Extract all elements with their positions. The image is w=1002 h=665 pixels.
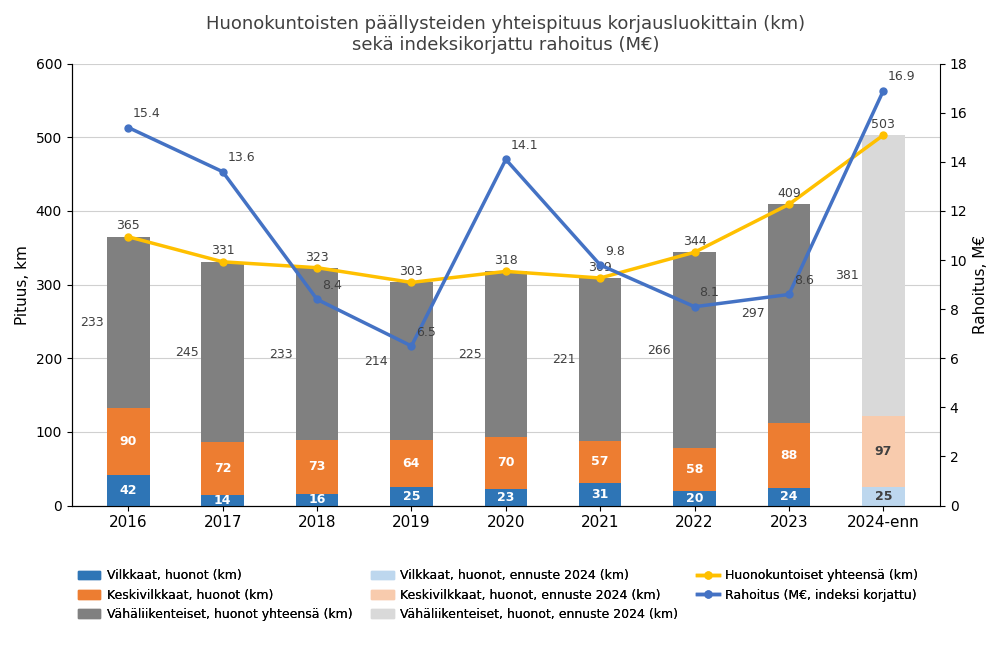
Text: 23: 23 — [497, 491, 514, 503]
Text: 221: 221 — [552, 353, 575, 366]
Text: 90: 90 — [119, 435, 137, 448]
Bar — [296, 269, 338, 440]
Text: 381: 381 — [835, 269, 859, 282]
Bar — [201, 262, 243, 442]
Bar — [484, 271, 526, 437]
Text: 318: 318 — [493, 254, 517, 267]
Bar — [862, 416, 904, 487]
Text: 344: 344 — [682, 235, 705, 248]
Text: 16.9: 16.9 — [887, 70, 915, 83]
Text: 8.4: 8.4 — [322, 279, 342, 292]
Bar — [107, 475, 149, 505]
Legend: Vilkkaat, huonot (km), Keskivilkkaat, huonot (km), Vähäliikenteiset, huonot yhte: Vilkkaat, huonot (km), Keskivilkkaat, hu… — [78, 569, 918, 620]
Text: 331: 331 — [210, 244, 234, 257]
Text: 8.6: 8.6 — [793, 274, 813, 287]
Text: 20: 20 — [685, 491, 702, 505]
Bar — [296, 494, 338, 505]
Text: 88: 88 — [780, 449, 797, 462]
Text: 97: 97 — [874, 445, 891, 458]
Bar — [107, 408, 149, 475]
Text: 24: 24 — [780, 490, 797, 503]
Text: 214: 214 — [364, 354, 387, 368]
Text: 503: 503 — [871, 118, 895, 131]
Text: 58: 58 — [685, 463, 702, 476]
Bar — [390, 487, 432, 505]
Text: 73: 73 — [308, 460, 326, 473]
Text: 245: 245 — [174, 346, 198, 358]
Text: 14: 14 — [213, 494, 231, 507]
Bar — [767, 488, 810, 505]
Text: 309: 309 — [588, 261, 611, 273]
Bar — [296, 440, 338, 494]
Bar — [484, 437, 526, 489]
Bar — [862, 135, 904, 416]
Text: 225: 225 — [458, 348, 481, 360]
Bar — [767, 204, 810, 423]
Text: 15.4: 15.4 — [133, 107, 160, 120]
Text: 31: 31 — [591, 487, 608, 501]
Text: 16: 16 — [308, 493, 326, 506]
Bar — [201, 442, 243, 495]
Text: 14.1: 14.1 — [510, 139, 538, 152]
Y-axis label: Pituus, km: Pituus, km — [15, 245, 30, 325]
Bar — [672, 252, 715, 448]
Text: 323: 323 — [305, 251, 329, 264]
Text: 303: 303 — [399, 265, 423, 278]
Y-axis label: Rahoitus, M€: Rahoitus, M€ — [972, 235, 987, 334]
Bar — [767, 423, 810, 488]
Text: 64: 64 — [403, 457, 420, 470]
Text: 25: 25 — [402, 490, 420, 503]
Text: 409: 409 — [777, 187, 800, 200]
Text: 8.1: 8.1 — [698, 287, 718, 299]
Text: 25: 25 — [874, 490, 891, 503]
Text: 13.6: 13.6 — [227, 152, 255, 164]
Text: 233: 233 — [80, 316, 104, 329]
Text: 42: 42 — [119, 483, 137, 497]
Text: 72: 72 — [213, 462, 231, 475]
Text: 233: 233 — [270, 348, 293, 360]
Bar — [672, 491, 715, 505]
Bar — [201, 495, 243, 505]
Text: 57: 57 — [591, 456, 608, 468]
Bar — [862, 487, 904, 505]
Text: 6.5: 6.5 — [416, 326, 436, 338]
Text: 365: 365 — [116, 219, 140, 232]
Bar — [578, 441, 621, 483]
Title: Huonokuntoisten päällysteiden yhteispituus korjausluokittain (km)
sekä indeksiko: Huonokuntoisten päällysteiden yhteispitu… — [206, 15, 805, 54]
Text: 70: 70 — [497, 456, 514, 469]
Bar — [390, 440, 432, 487]
Bar — [107, 237, 149, 408]
Text: 266: 266 — [646, 344, 670, 356]
Text: 9.8: 9.8 — [604, 245, 624, 257]
Bar — [390, 283, 432, 440]
Bar — [578, 278, 621, 441]
Text: 297: 297 — [740, 307, 765, 321]
Bar — [672, 448, 715, 491]
Bar — [578, 483, 621, 505]
Bar — [484, 489, 526, 505]
